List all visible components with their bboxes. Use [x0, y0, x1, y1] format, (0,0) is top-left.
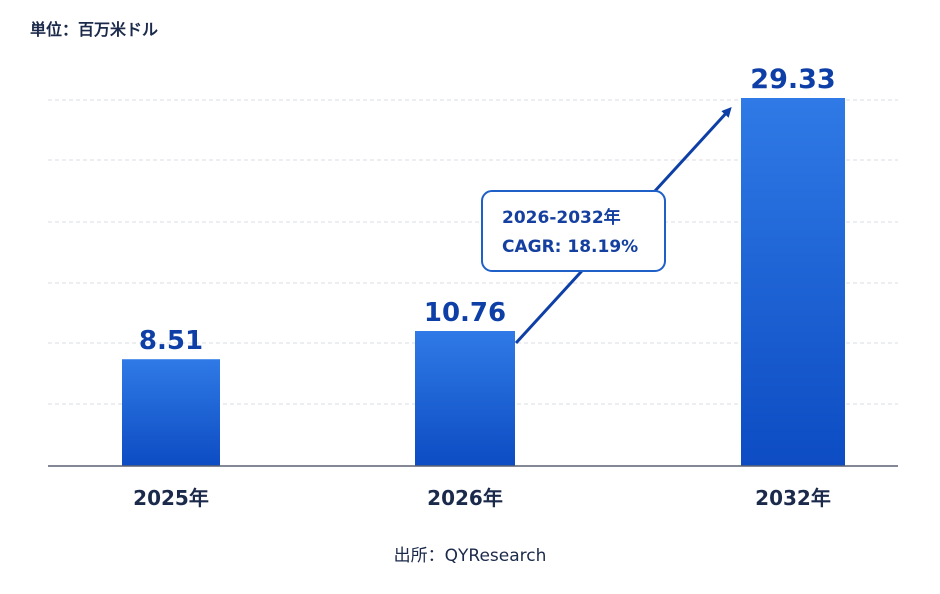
cagr-line2: CAGR: 18.19% [502, 237, 638, 257]
value-labels: 8.51 10.76 29.33 [139, 64, 836, 356]
bar-2026年 [415, 330, 515, 466]
cagr-line1: 2026-2032年 [502, 207, 621, 228]
category-labels: 2025年 2026年 2032年 [133, 486, 831, 510]
bar-2025年 [122, 359, 220, 466]
category-label: 2026年 [427, 486, 503, 510]
source-label: 出所：QYResearch [393, 546, 547, 566]
value-label: 10.76 [424, 298, 506, 328]
value-label: 29.33 [750, 64, 835, 95]
bars [122, 98, 845, 466]
cagr-annotation: 2026-2032年 CAGR: 18.19% [481, 107, 732, 345]
cagr-box [481, 190, 666, 272]
bar-2032年 [741, 98, 845, 466]
unit-label: 単位：百万米ドル [30, 20, 159, 39]
category-label: 2032年 [755, 486, 831, 510]
value-label: 8.51 [139, 326, 203, 356]
category-label: 2025年 [133, 486, 209, 510]
